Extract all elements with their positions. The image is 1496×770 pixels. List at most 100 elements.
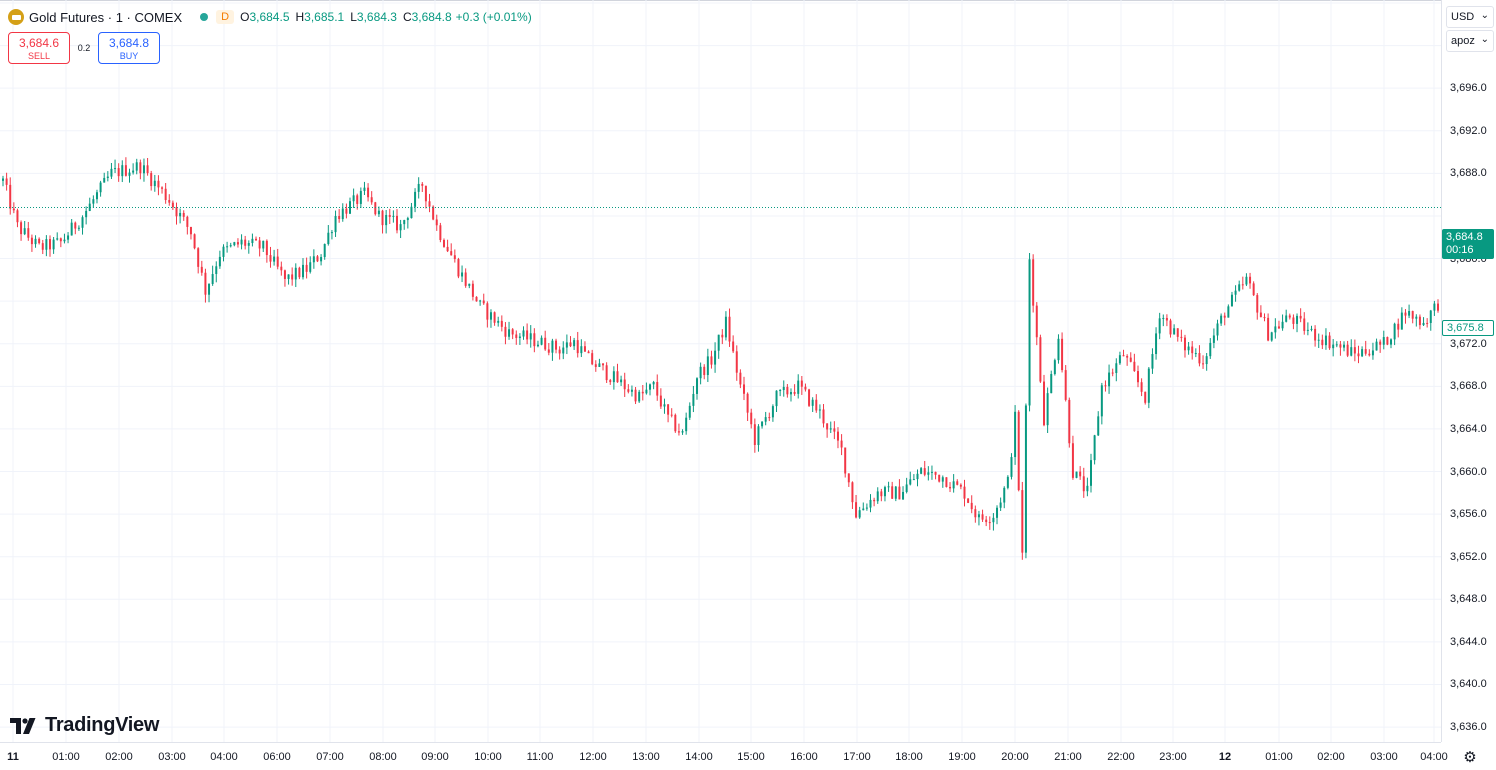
candle-body bbox=[1357, 353, 1360, 357]
candle-body bbox=[204, 272, 207, 295]
candle-body bbox=[887, 486, 890, 488]
candle-body bbox=[656, 382, 659, 396]
candle-body bbox=[602, 363, 605, 366]
time-tick-label: 06:00 bbox=[263, 751, 291, 763]
candle-body bbox=[1382, 337, 1385, 345]
candle-body bbox=[276, 256, 279, 267]
time-tick-label: 12 bbox=[1218, 751, 1232, 763]
candle-body bbox=[1136, 371, 1139, 383]
time-tick-label: 13:00 bbox=[632, 751, 660, 763]
time-tick-label: 07:00 bbox=[316, 751, 344, 763]
candle-body bbox=[1089, 460, 1092, 486]
candle-body bbox=[594, 364, 597, 367]
candle-body bbox=[1281, 321, 1284, 329]
unit-dropdown[interactable]: apoz ⌄ bbox=[1446, 30, 1494, 52]
candle-body bbox=[934, 471, 937, 475]
candle-body bbox=[103, 177, 106, 183]
tradingview-logo[interactable]: TradingView bbox=[10, 714, 159, 737]
time-tick-label: 12:00 bbox=[579, 751, 607, 763]
candle-body bbox=[1299, 315, 1302, 319]
candle-body bbox=[634, 389, 637, 402]
candle-body bbox=[757, 426, 760, 446]
candle-body bbox=[439, 225, 442, 240]
candle-body bbox=[403, 220, 406, 225]
candle-body bbox=[1375, 341, 1378, 351]
candle-body bbox=[233, 242, 236, 246]
price-tick-label: 3,656.0 bbox=[1450, 508, 1487, 521]
candle-body bbox=[1093, 435, 1096, 461]
gear-icon[interactable]: ⚙ bbox=[1463, 749, 1477, 766]
window-top-border bbox=[0, 0, 1496, 1]
candle-body bbox=[291, 274, 294, 280]
delayed-data-badge[interactable]: D bbox=[216, 10, 235, 24]
candle-body bbox=[114, 168, 117, 170]
candle-body bbox=[1252, 283, 1255, 296]
candle-body bbox=[132, 170, 135, 173]
candle-body bbox=[363, 187, 366, 191]
candle-body bbox=[1314, 328, 1317, 341]
buy-button[interactable]: 3,684.8 BUY bbox=[98, 32, 160, 64]
candle-body bbox=[927, 472, 930, 475]
candle-body bbox=[186, 216, 189, 227]
candle-body bbox=[70, 222, 73, 236]
sell-button[interactable]: 3,684.6 SELL bbox=[8, 32, 70, 64]
candle-body bbox=[309, 262, 312, 272]
candle-body bbox=[782, 386, 785, 391]
candle-body bbox=[1183, 337, 1186, 351]
candle-body bbox=[558, 349, 561, 354]
candle-body bbox=[862, 508, 865, 511]
time-axis[interactable]: 11 01:00 02:00 03:00 04:00 06:00 07:00 08:00 09:… bbox=[0, 742, 1448, 770]
candle-body bbox=[764, 417, 767, 422]
price-chart[interactable] bbox=[0, 0, 1441, 742]
candle-body bbox=[605, 365, 608, 381]
candle-body bbox=[1158, 318, 1161, 334]
candle-body bbox=[244, 239, 247, 246]
price-tick-label: 3,644.0 bbox=[1450, 635, 1487, 648]
candle-body bbox=[779, 390, 782, 392]
time-tick-label: 23:00 bbox=[1159, 751, 1187, 763]
candle-body bbox=[547, 349, 550, 353]
candle-body bbox=[1408, 311, 1411, 316]
candle-body bbox=[1223, 315, 1226, 318]
candle-body bbox=[659, 395, 662, 407]
candle-body bbox=[894, 486, 897, 499]
candle-body bbox=[504, 326, 507, 337]
candle-body bbox=[822, 409, 825, 424]
symbol-legend[interactable]: Gold Futures · 1 · COMEX D O3,684.5 H3,6… bbox=[8, 8, 532, 26]
currency-dropdown[interactable]: USD ⌄ bbox=[1446, 6, 1494, 28]
candle-body bbox=[771, 406, 774, 418]
candle-body bbox=[1267, 317, 1270, 341]
candle-body bbox=[949, 486, 952, 489]
candle-body bbox=[359, 190, 362, 204]
candle-body bbox=[45, 239, 48, 250]
candle-body bbox=[800, 380, 803, 387]
candle-body bbox=[1129, 357, 1132, 362]
candle-body bbox=[706, 356, 709, 376]
candle-body bbox=[663, 404, 666, 407]
candle-body bbox=[945, 477, 948, 487]
candle-body bbox=[1353, 347, 1356, 354]
candle-body bbox=[479, 300, 482, 302]
candle-body bbox=[388, 214, 391, 217]
candle-body bbox=[699, 366, 702, 379]
candle-body bbox=[808, 389, 811, 406]
candle-body bbox=[424, 185, 427, 202]
candle-body bbox=[251, 238, 254, 244]
candle-body bbox=[1140, 382, 1143, 392]
gold-coin-icon bbox=[8, 9, 24, 25]
candle-body bbox=[847, 473, 850, 483]
candle-body bbox=[562, 347, 565, 354]
candle-body bbox=[1147, 368, 1150, 403]
candle-body bbox=[1317, 339, 1320, 341]
symbol-title[interactable]: Gold Futures · 1 · COMEX bbox=[29, 9, 183, 25]
candle-body bbox=[677, 431, 680, 433]
candle-body bbox=[645, 389, 648, 394]
time-tick-label: 01:00 bbox=[52, 751, 80, 763]
price-axis[interactable]: 3,700.03,696.03,692.03,688.03,680.03,672… bbox=[1441, 0, 1496, 742]
candle-body bbox=[395, 215, 398, 231]
candle-body bbox=[1064, 370, 1067, 400]
candle-body bbox=[992, 517, 995, 523]
candle-body bbox=[121, 165, 124, 177]
candle-body bbox=[710, 356, 713, 365]
time-tick-label: 18:00 bbox=[895, 751, 923, 763]
